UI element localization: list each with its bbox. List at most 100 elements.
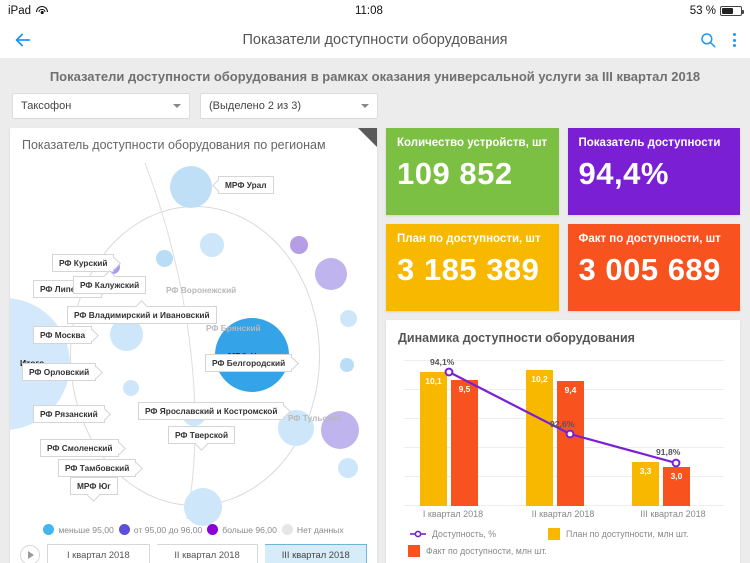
region-diagram-panel: Показатель доступности оборудования по р… bbox=[10, 128, 377, 563]
kpi-card-fact[interactable]: Факт по доступности, шт 3 005 689 bbox=[567, 224, 740, 311]
node-label-yaroslavl-kostroma[interactable]: РФ Ярославский и Костромской bbox=[138, 402, 291, 421]
node-label-ryazan[interactable]: РФ Рязанский bbox=[33, 405, 112, 424]
kpi-label: План по доступности, шт bbox=[397, 233, 541, 245]
bar-fact-q2[interactable]: 9,4 bbox=[557, 381, 584, 506]
line-marker-icon bbox=[410, 529, 426, 539]
node-text: РФ Липецкий bbox=[40, 284, 95, 294]
gridline bbox=[404, 360, 724, 361]
bubble-extra[interactable] bbox=[338, 458, 358, 478]
kpi-label: Показатель доступности bbox=[578, 137, 721, 149]
diagram-legend: меньше 95,00 от 95,00 до 96,00 больше 96… bbox=[10, 524, 377, 535]
node-label-tula[interactable]: РФ Тульский bbox=[282, 410, 347, 426]
bubble-ural[interactable] bbox=[170, 166, 212, 208]
node-label-bryansk[interactable]: РФ Брянский bbox=[200, 320, 267, 336]
device-label: iPad bbox=[8, 5, 32, 17]
bar-fact-q3[interactable]: 3,0 bbox=[663, 467, 690, 506]
bubble-kaluga[interactable] bbox=[200, 233, 224, 257]
legend-label: Факт по доступности, млн шт. bbox=[426, 546, 547, 556]
legend-swatch-icon bbox=[408, 545, 420, 557]
kpi-value: 3 005 689 bbox=[578, 252, 721, 287]
kpi-card-plan[interactable]: План по доступности, шт 3 185 389 bbox=[386, 224, 559, 311]
legend-label: больше 96,00 bbox=[222, 524, 277, 535]
bubble-yug[interactable] bbox=[184, 488, 222, 526]
clock: 11:08 bbox=[354, 5, 383, 17]
kebab-menu-icon[interactable] bbox=[731, 31, 738, 49]
quarter-tab-q2[interactable]: II квартал 2018 bbox=[156, 544, 259, 563]
kpi-label: Количество устройств, шт bbox=[397, 137, 548, 149]
legend-label: Нет данных bbox=[296, 524, 344, 535]
bar-value-label: 3,0 bbox=[670, 471, 683, 481]
report-title: Показатели доступности оборудования в ра… bbox=[0, 58, 750, 93]
legend-dot-icon bbox=[43, 524, 55, 535]
bar-fact-q1[interactable]: 9,5 bbox=[451, 380, 478, 506]
chart-legend-fact[interactable]: Факт по доступности, млн шт. bbox=[398, 545, 547, 557]
chart-legend-plan[interactable]: План по доступности, млн шт. bbox=[548, 528, 688, 540]
node-text: РФ Тульский bbox=[288, 413, 342, 423]
node-label-vladimir-ivanovo[interactable]: РФ Владимирский и Ивановский bbox=[67, 299, 217, 325]
node-label-tver[interactable]: РФ Тверской bbox=[168, 426, 236, 451]
kpi-card-availability[interactable]: Показатель доступности 94,4% bbox=[567, 128, 740, 215]
chart-legend-availability[interactable]: Доступность, % bbox=[398, 529, 548, 539]
bubble-kursk[interactable] bbox=[156, 250, 173, 267]
quarter-tab-q1[interactable]: I квартал 2018 bbox=[47, 544, 150, 563]
right-column: Количество устройств, шт 109 852 Показат… bbox=[386, 128, 740, 563]
region-bubble-diagram[interactable]: Итого МРФ Центр bbox=[10, 158, 377, 526]
bubble-ryazan[interactable] bbox=[123, 380, 139, 396]
node-label-kaluga[interactable]: РФ Калужский bbox=[73, 269, 147, 295]
line-point-label-q3: 91,8% bbox=[656, 447, 681, 457]
bar-value-label: 10,1 bbox=[425, 376, 442, 386]
node-label-moscow[interactable]: РФ Москва bbox=[33, 326, 99, 345]
node-text: РФ Орловский bbox=[29, 367, 90, 377]
node-label-smolensk[interactable]: РФ Смоленский bbox=[40, 439, 126, 458]
back-arrow-icon[interactable] bbox=[12, 29, 34, 51]
node-text: РФ Тамбовский bbox=[65, 463, 130, 473]
quarter-tab-q3[interactable]: III квартал 2018 bbox=[265, 544, 368, 563]
legend-label: Доступность, % bbox=[432, 529, 497, 539]
play-icon[interactable] bbox=[20, 544, 40, 563]
node-label-belgorod[interactable]: РФ Белгородский bbox=[205, 354, 299, 373]
node-label-voronezh[interactable]: РФ Воронежский bbox=[160, 282, 242, 298]
bar-plan-q2[interactable]: 10,2 bbox=[526, 370, 553, 506]
bubble-vladimir[interactable] bbox=[315, 258, 347, 290]
node-text: РФ Москва bbox=[40, 330, 86, 340]
node-label-yug[interactable]: МРФ Юг bbox=[70, 477, 118, 502]
region-selection-select[interactable]: (Выделено 2 из 3) bbox=[200, 93, 378, 119]
bar-plan-q1[interactable]: 10,1 bbox=[420, 372, 447, 506]
chart-plot-area[interactable]: 10,1 9,5 10,2 9,4 bbox=[398, 356, 728, 506]
legend-dot-icon bbox=[281, 524, 293, 535]
bubble-bryansk[interactable] bbox=[340, 310, 357, 327]
legend-label: от 95,00 до 96,00 bbox=[133, 524, 203, 535]
kpi-grid: Количество устройств, шт 109 852 Показат… bbox=[386, 128, 740, 311]
bar-value-label: 10,2 bbox=[531, 374, 548, 384]
kpi-card-device-count[interactable]: Количество устройств, шт 109 852 bbox=[386, 128, 559, 215]
diagram-curve bbox=[144, 162, 196, 519]
status-bar: iPad 11:08 53 % bbox=[0, 0, 750, 22]
node-text: РФ Смоленский bbox=[47, 443, 113, 453]
legend-label: План по доступности, млн шт. bbox=[566, 529, 689, 539]
kpi-label: Факт по доступности, шт bbox=[578, 233, 721, 245]
bar-plan-q3[interactable]: 3,3 bbox=[632, 462, 659, 506]
bubble-tula[interactable] bbox=[321, 411, 359, 449]
legend-dot-icon bbox=[118, 524, 130, 535]
node-label-orlov[interactable]: РФ Орловский bbox=[22, 363, 103, 382]
node-label-kursk[interactable]: РФ Курский bbox=[52, 254, 121, 273]
battery-icon bbox=[720, 6, 744, 16]
region-diagram-title: Показатель доступности оборудования по р… bbox=[22, 138, 326, 152]
x-tick-q1: I квартал 2018 bbox=[422, 509, 484, 519]
node-label-ural[interactable]: МРФ Урал bbox=[211, 176, 274, 195]
legend-item-below-95: меньше 95,00 bbox=[43, 524, 114, 535]
bar-value-label: 9,4 bbox=[564, 385, 577, 395]
node-text: МРФ Урал bbox=[225, 180, 267, 190]
chevron-down-icon bbox=[173, 104, 181, 108]
kpi-value: 109 852 bbox=[397, 156, 513, 191]
region-selection-value: (Выделено 2 из 3) bbox=[209, 100, 302, 112]
equipment-type-select[interactable]: Таксофон bbox=[12, 93, 190, 119]
x-tick-q3: III квартал 2018 bbox=[640, 509, 706, 519]
bubble-belgorod[interactable] bbox=[340, 358, 354, 372]
chart-title: Динамика доступности оборудования bbox=[398, 331, 635, 345]
panel-corner-marker bbox=[358, 128, 377, 147]
bubble-voronezh[interactable] bbox=[290, 236, 308, 254]
node-label-tambov[interactable]: РФ Тамбовский bbox=[58, 459, 143, 478]
legend-dot-icon bbox=[207, 524, 219, 535]
search-icon[interactable] bbox=[699, 31, 717, 49]
